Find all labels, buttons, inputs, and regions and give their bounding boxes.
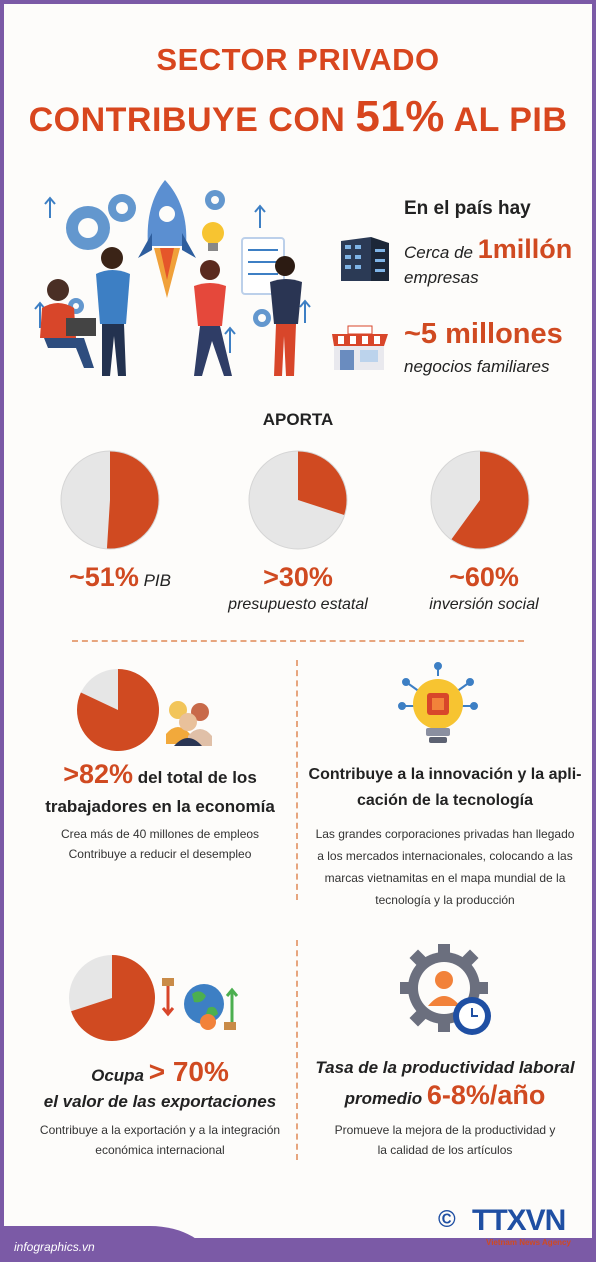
companies-label: empresas [404,268,479,287]
exports-note-2: económica internacional [95,1143,225,1157]
innovation-note-3: marcas vietnamitas en el mapa mundial de… [324,871,566,885]
pie-budget [248,450,348,550]
workers-note-1: Crea más de 40 millones de empleos [60,827,260,841]
pie-slice-investment [451,451,530,549]
workers-stat: >82% del total de los trabajadores en la… [45,759,275,816]
stat-investment-label: inversión social [429,596,539,613]
pie-slice-workers [76,669,159,751]
workers-icon [166,701,212,746]
stat-pib: ~51% PIB [69,562,171,592]
households-label: negocios familiares [404,357,550,376]
divider-vertical-2 [296,940,298,1160]
copyright-icon: © [438,1206,456,1233]
innovation-note-2: a los mercados internacionales, colocand… [317,849,573,863]
shop-icon [332,325,388,370]
stat-budget-label: presupuesto estatal [228,596,368,613]
divider-vertical-1 [296,660,298,900]
innovation-title: Contribuye a la innovación y la apli-cac… [308,766,582,809]
companies-stat: Cerca de 1millón [404,234,573,264]
households-stat: ~5 millones [404,318,563,350]
productivity-gear-icon [400,944,491,1035]
ttxvn-logo: TTXVN [472,1204,566,1237]
pie-slice-pib [106,450,160,549]
export-globe-icon [161,978,238,1030]
workers-note-2: Contribuye a reducir el desempleo [68,847,252,861]
title-line-2: CONTRIBUYE CON 51% AL PIB [28,92,568,141]
team-illustration [34,180,311,376]
building-icon [341,237,389,281]
pie-slice-budget [298,451,347,516]
exports-stat: Ocupa > 70% [91,1056,229,1087]
productivity-note-2: la calidad de los artículos [377,1143,513,1157]
pie-exports [69,955,155,1041]
title-line-1: SECTOR PRIVADO [156,42,440,77]
footer-bar [0,1238,596,1262]
agency-name: Vietnam News Agency [486,1238,571,1247]
stat-budget-value: >30% [263,562,333,592]
innovation-note-4: tecnología y la producción [375,893,515,907]
pie-workers [76,669,159,751]
exports-label: el valor de las exportaciones [43,1092,277,1111]
lightbulb-chip-icon [398,662,478,743]
pie-pib [60,450,160,550]
footer-site-link[interactable]: infographics.vn [14,1240,95,1254]
pie-investment [430,450,530,550]
innovation-note-1: Las grandes corporaciones privadas han l… [315,827,575,841]
exports-note-1: Contribuye a la exportación y a la integ… [39,1123,281,1137]
aporta-heading: APORTA [262,410,334,429]
productivity-stat: promedio 6-8%/año [344,1080,546,1110]
productivity-note-1: Promueve la mejora de la productividad y [334,1123,556,1137]
divider-horizontal [72,640,524,642]
productivity-title: Tasa de la productividad laboral [315,1058,575,1077]
country-heading: En el país hay [404,198,531,219]
stat-investment-value: ~60% [449,562,519,592]
pie-slice-exports [71,955,155,1041]
